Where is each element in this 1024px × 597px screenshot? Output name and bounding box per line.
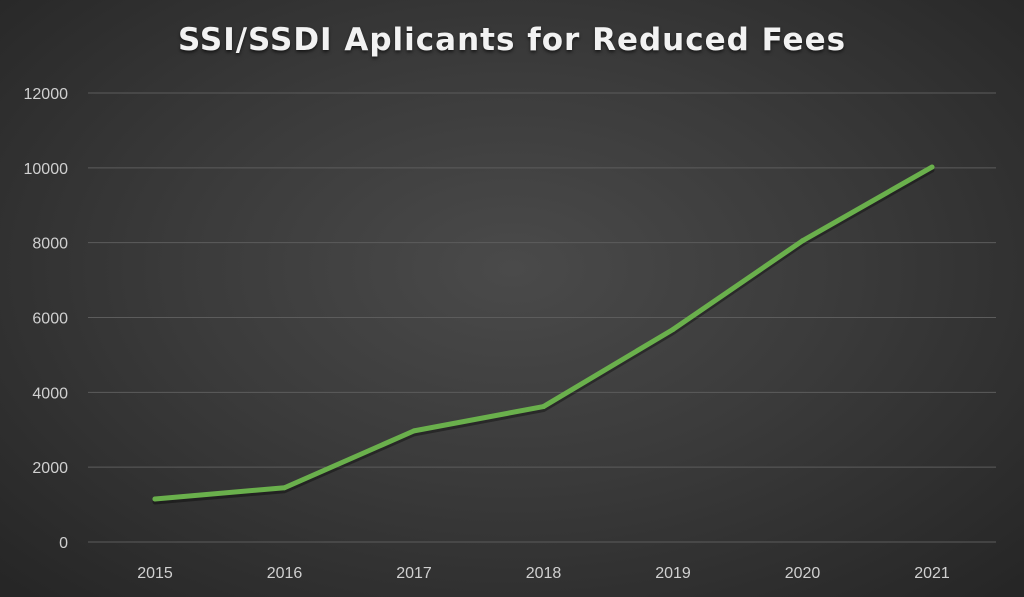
data-point-2016 — [282, 485, 287, 491]
x-tick-label: 2018 — [526, 565, 562, 582]
x-tick-label: 2020 — [785, 565, 821, 582]
gridlines — [88, 92, 996, 543]
y-axis-tick-labels: 0 2000 4000 6000 8000 10000 12000 — [24, 86, 69, 552]
x-axis-tick-labels: 2015 2016 2017 2018 2019 2020 2021 — [137, 565, 950, 582]
x-tick-label: 2021 — [914, 565, 950, 582]
y-tick-label: 10000 — [24, 161, 69, 178]
x-tick-label: 2017 — [396, 565, 432, 582]
y-tick-label: 12000 — [24, 86, 69, 103]
series-line-shadow — [152, 167, 935, 505]
data-point-2020 — [800, 238, 805, 244]
chart-title: SSI/SSDI Aplicants for Reduced Fees — [177, 22, 847, 58]
data-point-2019 — [670, 326, 676, 332]
data-point-2018 — [541, 404, 546, 410]
series-line — [152, 164, 935, 502]
data-point-2015 — [152, 496, 158, 502]
data-point-2021 — [929, 164, 935, 170]
x-tick-label: 2016 — [267, 565, 303, 582]
y-tick-label: 8000 — [32, 236, 68, 253]
data-point-2017 — [411, 428, 417, 434]
y-tick-label: 0 — [59, 535, 68, 552]
y-tick-label: 4000 — [32, 385, 68, 402]
y-tick-label: 6000 — [32, 311, 68, 328]
series-layer — [152, 164, 935, 505]
y-tick-label: 2000 — [32, 460, 68, 477]
x-tick-label: 2015 — [137, 565, 173, 582]
x-tick-label: 2019 — [655, 565, 691, 582]
